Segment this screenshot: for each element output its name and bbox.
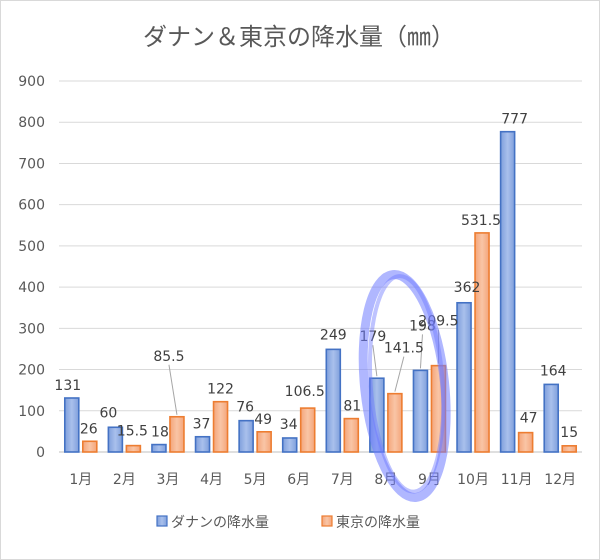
bar	[169, 415, 185, 453]
chart-title: ダナン＆東京の降水量（㎜）	[143, 23, 455, 51]
data-label: 34	[280, 417, 298, 433]
x-tick-label: 12月	[544, 472, 576, 488]
x-tick-label: 4月	[200, 472, 223, 488]
data-label: 76	[236, 400, 254, 416]
y-tick-label: 300	[18, 321, 45, 337]
x-tick-label: 3月	[156, 472, 179, 488]
highlight-oval	[358, 270, 451, 502]
x-tick-label: 6月	[287, 472, 310, 488]
y-tick-label: 900	[18, 74, 45, 90]
bar	[151, 443, 167, 453]
bar	[107, 426, 124, 453]
y-tick-label: 700	[18, 156, 45, 172]
y-tick-label: 200	[18, 363, 45, 379]
bar	[543, 383, 560, 453]
gridlines	[59, 80, 582, 453]
bar	[212, 400, 229, 453]
highlight-oval-inner	[367, 274, 446, 494]
bar	[325, 348, 342, 453]
data-label: 249	[320, 327, 347, 343]
bar	[281, 437, 298, 453]
data-label: 362	[454, 280, 481, 296]
x-tick-label: 2月	[113, 472, 136, 488]
x-tick-label: 5月	[244, 472, 267, 488]
bar	[63, 397, 80, 453]
x-tick-label: 7月	[331, 472, 354, 488]
legend: ダナンの降水量 東京の降水量	[156, 515, 420, 531]
legend-label: ダナンの降水量	[171, 515, 269, 531]
data-label: 122	[207, 382, 234, 398]
highlight-overlay	[358, 270, 451, 502]
leader-line	[419, 334, 423, 369]
data-label: 15.5	[117, 424, 148, 440]
y-tick-label: 500	[18, 239, 45, 255]
bar	[125, 444, 142, 453]
data-label: 47	[520, 411, 538, 427]
data-label: 106.5	[285, 384, 325, 400]
bar	[299, 407, 316, 453]
bar	[412, 369, 429, 453]
bar	[561, 445, 578, 453]
y-tick-label: 400	[18, 280, 45, 296]
data-label: 85.5	[153, 349, 184, 365]
x-axis-ticks: 1月 2月 3月 4月 5月 6月 7月 8月 9月 10月 11月 12月	[69, 472, 576, 488]
bar	[81, 440, 98, 453]
data-label: 26	[80, 421, 98, 437]
x-tick-label: 1月	[69, 472, 92, 488]
x-tick-label: 10月	[457, 472, 489, 488]
data-label: 81	[343, 399, 361, 415]
y-tick-label: 100	[18, 404, 45, 420]
data-label: 531.5	[461, 213, 501, 229]
y-axis-ticks: 0 100 200 300 400 500 600 700 800 900	[18, 74, 45, 461]
data-label: 131	[54, 378, 81, 394]
leader-line	[372, 345, 378, 377]
legend-swatch	[156, 515, 168, 527]
data-label: 60	[99, 405, 117, 421]
bar	[387, 392, 403, 453]
data-label: 18	[151, 425, 169, 441]
data-label: 777	[501, 112, 528, 128]
data-label: 164	[540, 363, 567, 379]
x-tick-label: 11月	[501, 472, 533, 488]
data-label: 49	[254, 412, 272, 428]
bar	[456, 301, 472, 453]
bar	[256, 431, 272, 453]
bar	[238, 419, 254, 453]
bar	[343, 417, 360, 453]
data-label: 37	[193, 417, 211, 433]
data-label: 209.5	[418, 314, 458, 330]
legend-swatch	[321, 515, 333, 527]
bar	[194, 435, 211, 453]
data-label: 141.5	[384, 341, 424, 357]
y-tick-label: 600	[18, 198, 45, 214]
y-tick-label: 0	[36, 445, 45, 461]
leader-line	[168, 364, 178, 415]
data-label: 15	[560, 425, 578, 441]
y-tick-label: 800	[18, 115, 45, 131]
leader-line	[394, 356, 405, 392]
bar	[499, 130, 516, 453]
bar	[474, 232, 490, 453]
legend-label: 東京の降水量	[336, 515, 420, 531]
bar	[517, 431, 534, 453]
bars	[63, 130, 578, 453]
